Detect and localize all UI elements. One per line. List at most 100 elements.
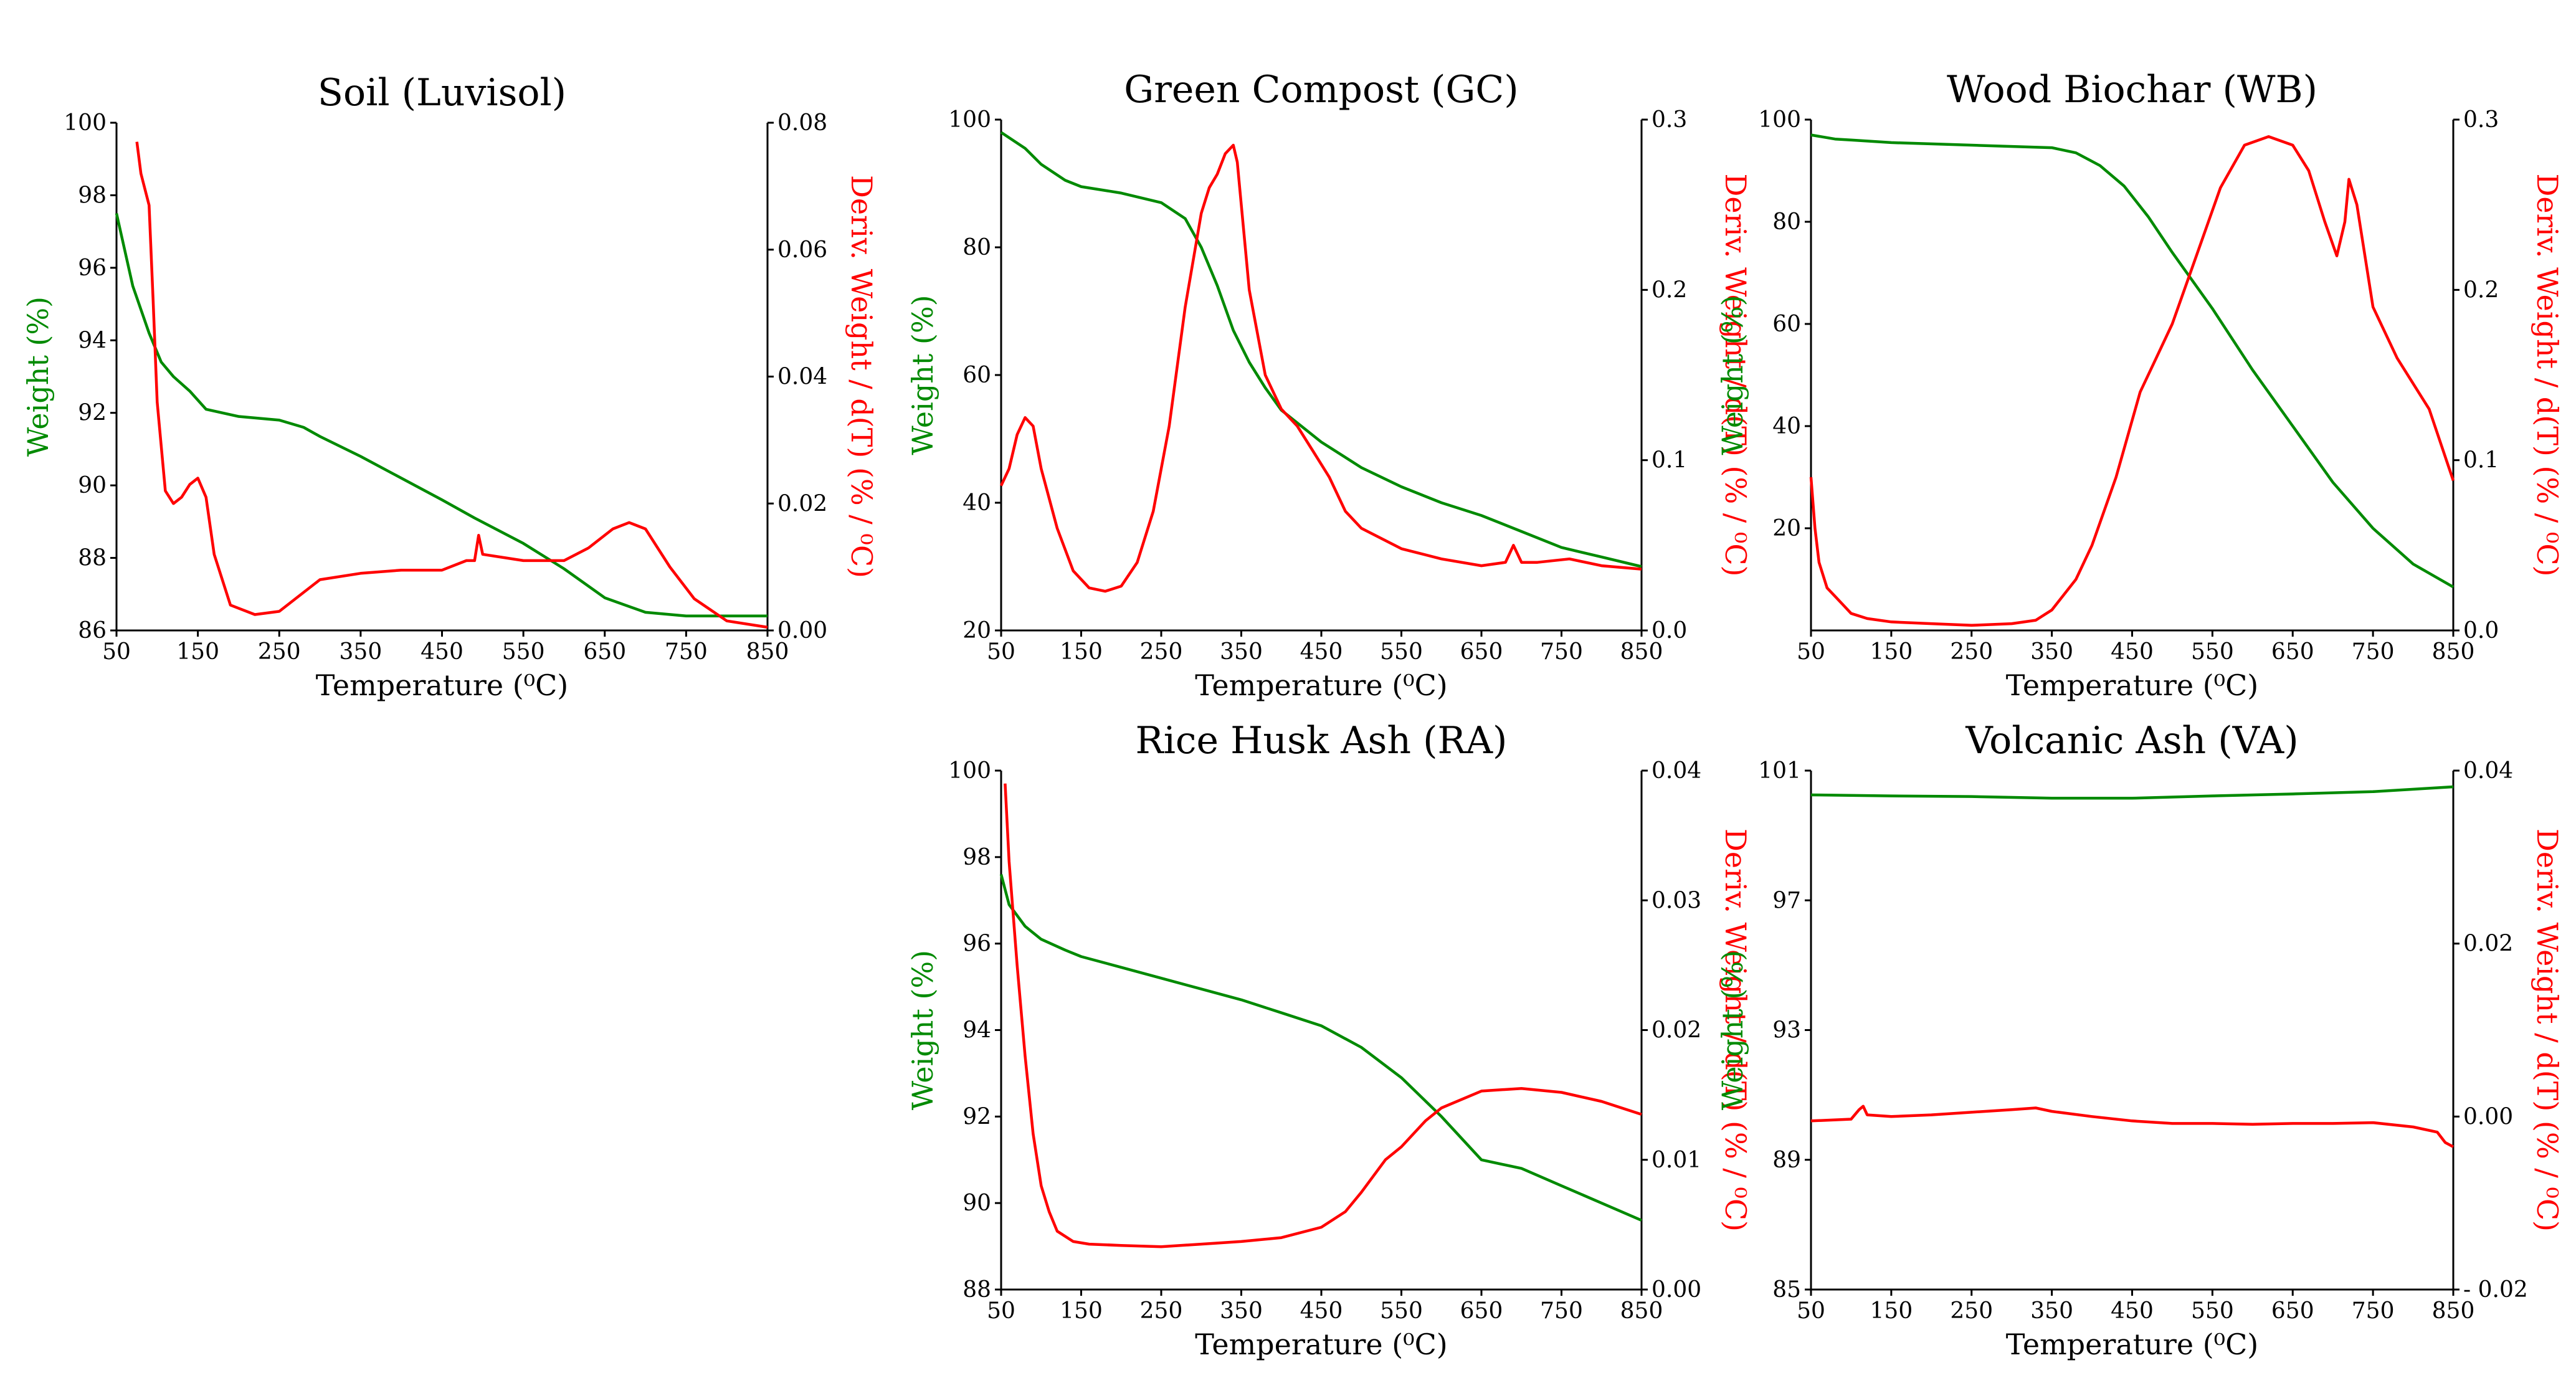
x-axis-label: Temperature (⁰C) (1195, 668, 1448, 702)
x-tick-label: 150 (1060, 639, 1103, 665)
left-tick-label: 80 (962, 235, 991, 260)
x-tick-label: 650 (2271, 1298, 2314, 1324)
right-tick-label: 0.1 (2463, 448, 2499, 473)
x-tick-label: 850 (2432, 639, 2475, 665)
right-tick-label: 0.04 (777, 364, 827, 390)
left-tick-label: 100 (948, 758, 991, 784)
weight-series-line (1810, 785, 2454, 800)
left-tick-label: 94 (78, 328, 107, 353)
right-tick-label: 0.02 (777, 491, 827, 516)
left-axis-label: Weight (%) (21, 297, 55, 457)
right-tick-label: 0.03 (1652, 888, 1701, 913)
x-tick-label: 450 (1300, 1298, 1343, 1324)
x-tick-label: 150 (1870, 639, 1913, 665)
deriv-weight-series-line (135, 141, 768, 629)
x-tick-label: 50 (987, 1298, 1015, 1324)
right-axis-label: Deriv. Weight / d(T) (% / ⁰C) (1719, 829, 1752, 1232)
right-axis-label: Deriv. Weight / d(T) (% / ⁰C) (2531, 829, 2564, 1232)
chart-gc: 50 150 250 350 450 550 650 750 850 20 40 60 80 100 0.0… (906, 68, 1752, 702)
left-tick-label: 101 (1758, 758, 1801, 784)
x-axis-label: Temperature (⁰C) (1195, 1328, 1448, 1361)
x-tick-label: 850 (1620, 639, 1663, 665)
deriv-weight-series-line (1004, 783, 1642, 1248)
x-tick-label: 450 (2111, 1298, 2154, 1324)
x-tick-label: 50 (102, 639, 131, 665)
x-tick-label: 450 (2111, 639, 2154, 665)
x-tick-label: 650 (1460, 639, 1503, 665)
chart-title: Green Compost (GC) (1124, 68, 1518, 112)
x-tick-label: 150 (1870, 1298, 1913, 1324)
left-tick-label: 86 (78, 618, 107, 644)
right-tick-label: 0.2 (1652, 277, 1687, 303)
left-axis-label: Weight (%) (1716, 295, 1749, 455)
chart-ra: 50 150 250 350 450 550 650 750 850 88 90 92 94 96 98 10… (906, 719, 1752, 1361)
x-tick-label: 250 (1140, 639, 1183, 665)
x-tick-label: 50 (1797, 639, 1825, 665)
deriv-weight-series-line (1809, 135, 2455, 627)
left-tick-label: 40 (962, 490, 991, 516)
x-axis-label: Temperature (⁰C) (2006, 1328, 2259, 1361)
left-axis-label: Weight (%) (906, 295, 939, 455)
x-tick-label: 550 (1380, 1298, 1423, 1324)
left-tick-label: 60 (1772, 311, 1801, 337)
weight-series-line (115, 213, 768, 617)
left-tick-label: 88 (78, 546, 107, 571)
left-tick-label: 97 (1772, 888, 1801, 913)
x-tick-label: 750 (1540, 639, 1583, 665)
left-tick-label: 60 (962, 363, 991, 388)
right-axis-label: Deriv. Weight / d(T) (% / ⁰C) (1719, 174, 1752, 577)
x-tick-label: 250 (258, 639, 301, 665)
chart-soil: 50 150 250 350 450 550 650 750 850 86 88 90 92 94 96 98… (21, 71, 878, 702)
x-tick-label: 250 (1950, 1298, 1993, 1324)
right-tick-label: 0.06 (777, 237, 827, 263)
right-axis-label: Deriv. Weight / d(T) (% / ⁰C) (2531, 174, 2564, 577)
left-tick-label: 100 (948, 107, 991, 133)
chart-va: 50 150 250 350 450 550 650 750 850 85 89 93 97 101 - 0… (1716, 719, 2564, 1361)
x-tick-label: 150 (1060, 1298, 1103, 1324)
x-tick-label: 750 (665, 639, 708, 665)
left-tick-label: 100 (1758, 107, 1801, 133)
chart-title: Volcanic Ash (VA) (1965, 719, 2298, 763)
left-tick-label: 80 (1772, 209, 1801, 235)
left-tick-label: 85 (1772, 1277, 1801, 1303)
x-tick-label: 450 (1300, 639, 1343, 665)
left-tick-label: 20 (962, 618, 991, 644)
deriv-weight-series-line (999, 143, 1642, 593)
right-tick-label: 0.3 (2463, 107, 2499, 133)
left-tick-label: 98 (78, 183, 107, 208)
x-tick-label: 550 (1380, 639, 1423, 665)
x-tick-label: 550 (2191, 1298, 2234, 1324)
x-tick-label: 850 (2432, 1298, 2475, 1324)
x-tick-label: 350 (340, 639, 383, 665)
left-tick-label: 88 (962, 1277, 991, 1303)
right-tick-label: 0.02 (1652, 1018, 1701, 1043)
x-axis-label: Temperature (⁰C) (2006, 668, 2259, 702)
weight-series-line (1810, 133, 2455, 589)
x-tick-label: 50 (1797, 1298, 1825, 1324)
x-tick-label: 850 (746, 639, 789, 665)
x-tick-label: 350 (2030, 639, 2073, 665)
chart-title: Soil (Luvisol) (318, 71, 566, 115)
left-tick-label: 90 (962, 1190, 991, 1216)
x-tick-label: 850 (1620, 1298, 1663, 1324)
left-tick-label: 94 (962, 1018, 991, 1043)
right-tick-label: 0.00 (1652, 1277, 1701, 1303)
right-tick-label: 0.00 (777, 618, 827, 644)
x-tick-label: 750 (2352, 1298, 2395, 1324)
chart-title: Wood Biochar (WB) (1947, 68, 2317, 112)
x-tick-label: 750 (2352, 639, 2395, 665)
left-tick-label: 93 (1772, 1018, 1801, 1043)
right-tick-label: 0.04 (1652, 758, 1701, 784)
chart-title: Rice Husk Ash (RA) (1136, 719, 1508, 763)
weight-series-line (1000, 131, 1642, 568)
left-tick-label: 98 (962, 845, 991, 870)
right-tick-label: 0.00 (2463, 1104, 2513, 1129)
left-tick-label: 96 (962, 931, 991, 957)
right-tick-label: 0.01 (1652, 1148, 1701, 1173)
chart-wb: 50 150 250 350 450 550 650 750 850 20 40 60 80 100 0.0… (1716, 68, 2564, 702)
x-tick-label: 250 (1950, 639, 1993, 665)
left-tick-label: 92 (962, 1104, 991, 1129)
left-tick-label: 20 (1772, 516, 1801, 541)
left-axis-label: Weight (%) (906, 950, 939, 1110)
